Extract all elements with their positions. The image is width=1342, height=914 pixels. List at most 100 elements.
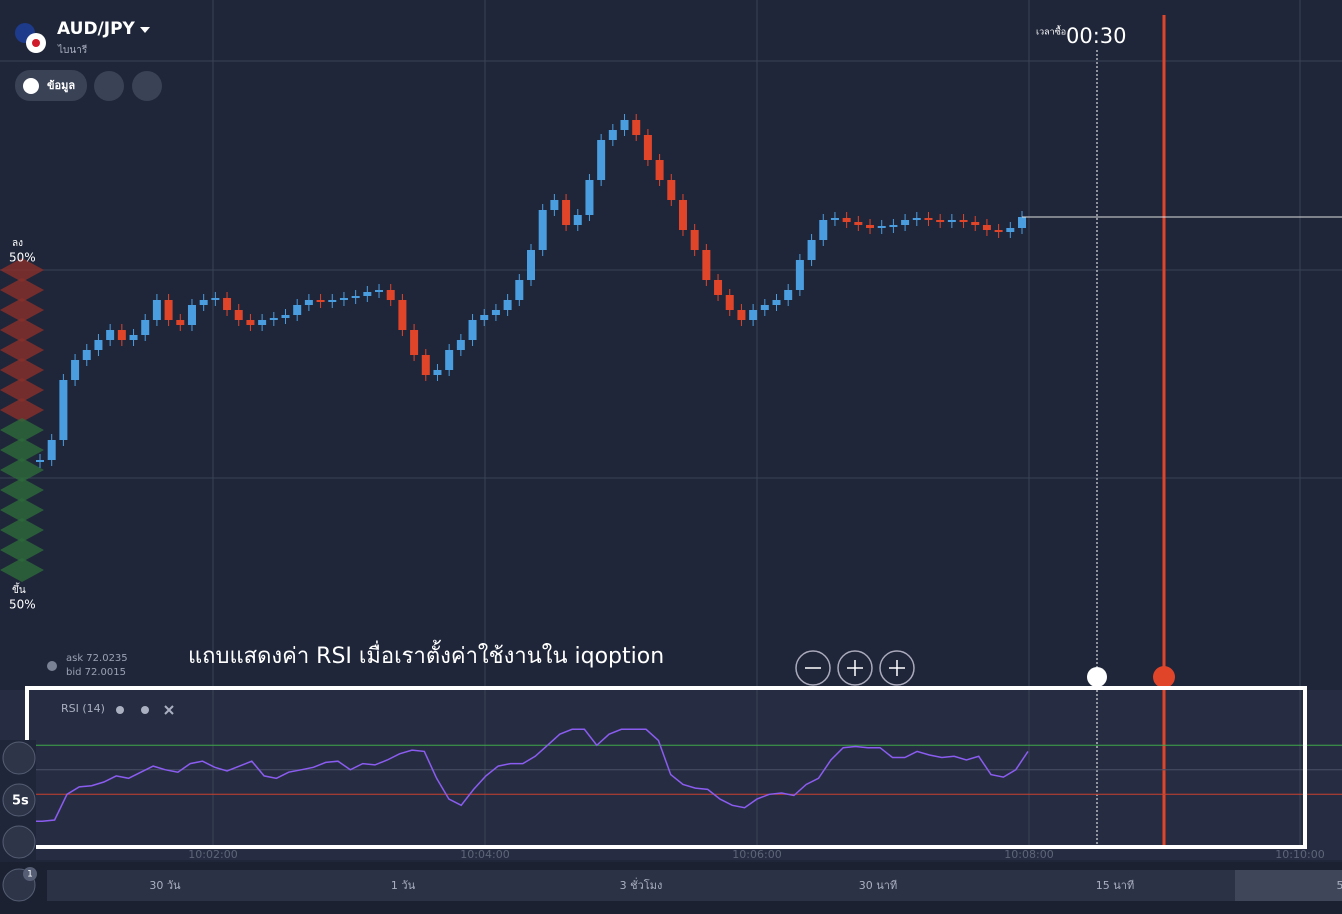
candle-body <box>1006 228 1015 232</box>
candle-body <box>223 298 232 310</box>
candle-body <box>246 320 255 325</box>
zoom-icons <box>805 660 905 676</box>
candle-body <box>410 330 419 355</box>
rsi-plot <box>30 728 1342 822</box>
up-pct: 50% <box>9 598 36 612</box>
candle-body <box>971 222 980 225</box>
candle-body <box>597 140 606 180</box>
timeframe-bar <box>47 870 1342 901</box>
candle-body <box>947 220 956 222</box>
candle-body <box>936 220 945 222</box>
candle-body <box>468 320 477 340</box>
time-tick-label: 10:08:00 <box>1004 848 1053 861</box>
timer-icon <box>1087 667 1107 687</box>
candle-body <box>269 318 278 320</box>
flag-icon <box>1153 666 1175 688</box>
candle-body <box>36 460 44 462</box>
candle-body <box>491 310 500 315</box>
candle-body <box>398 300 407 330</box>
zoom-out[interactable] <box>795 650 831 686</box>
candle-body <box>585 180 594 215</box>
indicator-count: 1 <box>27 870 33 880</box>
timeframe-option[interactable]: 5 <box>1337 879 1342 892</box>
candle-body <box>82 350 91 360</box>
zoom-controls <box>795 650 915 686</box>
recenter[interactable] <box>837 650 873 686</box>
candles <box>36 114 1342 468</box>
chart-type-button[interactable] <box>2 741 36 775</box>
candle-body <box>527 250 535 280</box>
candle-body <box>117 330 126 340</box>
dropdown-arrow[interactable] <box>140 27 150 33</box>
candle-body <box>807 240 816 260</box>
sentiment-chevron <box>0 458 44 482</box>
sentiment-chevron <box>0 338 44 362</box>
candle-body <box>737 310 746 320</box>
candle-body <box>620 120 629 130</box>
candle-body <box>281 315 290 318</box>
draw-button[interactable] <box>2 825 36 859</box>
asset-name[interactable]: AUD/JPY <box>57 19 136 39</box>
sentiment-chevron <box>0 558 44 582</box>
candle-body <box>47 440 56 460</box>
time-tick-label: 10:10:00 <box>1275 848 1324 861</box>
timeframe-active <box>1235 870 1342 901</box>
sentiment-chevron <box>0 538 44 562</box>
rsi-settings[interactable] <box>116 706 124 714</box>
candle-body <box>515 280 524 300</box>
bid-price: bid 72.0015 <box>66 667 126 678</box>
candle-body <box>714 280 723 295</box>
candle-body <box>924 218 933 220</box>
candle-body <box>141 320 150 335</box>
time-axis: 10:02:00 10:04:00 10:06:00 10:08:00 10:10:00 <box>188 848 1324 861</box>
candle-body <box>550 200 559 210</box>
sentiment-chevron <box>0 498 44 522</box>
candle-body <box>433 370 442 375</box>
candle-body <box>538 210 547 250</box>
interval-label[interactable]: 5s <box>12 794 29 809</box>
candle-body <box>912 218 921 220</box>
candle-body <box>608 130 617 140</box>
time-tick-label: 10:04:00 <box>460 848 509 861</box>
timeframe-option[interactable]: 1 วัน <box>391 879 416 892</box>
info-label[interactable]: ข้อมูล <box>47 79 75 93</box>
candle-body <box>830 218 839 220</box>
timeframe-option[interactable]: 15 นาที <box>1096 879 1134 892</box>
candle-body <box>328 300 337 302</box>
interval-button[interactable] <box>2 783 36 817</box>
candle-body <box>129 335 138 340</box>
timeframe-option[interactable]: 30 วัน <box>149 879 181 892</box>
help-icon[interactable] <box>47 661 57 671</box>
candle-body <box>375 290 384 292</box>
info-icon <box>23 78 39 94</box>
sentiment-chevron <box>0 518 44 542</box>
timeframe-option[interactable]: 3 ชั่วโมง <box>620 877 663 892</box>
candle-body <box>234 310 243 320</box>
zoom-in[interactable] <box>879 650 915 686</box>
candle-body <box>456 340 465 350</box>
candle-body <box>889 225 898 227</box>
sentiment-chevron <box>0 418 44 442</box>
asset-header: AUD/JPY ไบนารี ข้อมูล <box>15 19 162 101</box>
rsi-remove[interactable] <box>164 705 174 715</box>
candle-body <box>725 295 734 310</box>
candle-body <box>304 300 313 305</box>
favorite-button[interactable] <box>132 71 162 101</box>
down-pct: 50% <box>9 251 36 265</box>
candle-body <box>94 340 103 350</box>
candle-body <box>772 300 781 305</box>
alert-button[interactable] <box>94 71 124 101</box>
rsi-visibility[interactable] <box>141 706 149 714</box>
sentiment-chevron <box>0 378 44 402</box>
candle-body <box>667 180 676 200</box>
candle-body <box>71 360 80 380</box>
candle-body <box>1018 217 1026 228</box>
timeframe-option[interactable]: 30 นาที <box>859 879 897 892</box>
indicator-badge <box>23 867 37 881</box>
ask-price: ask 72.0235 <box>66 653 128 664</box>
candle-body <box>106 330 115 340</box>
candle-body <box>842 218 851 222</box>
candle-body <box>562 200 571 225</box>
candle-body <box>877 226 886 228</box>
candle-body <box>445 350 454 370</box>
